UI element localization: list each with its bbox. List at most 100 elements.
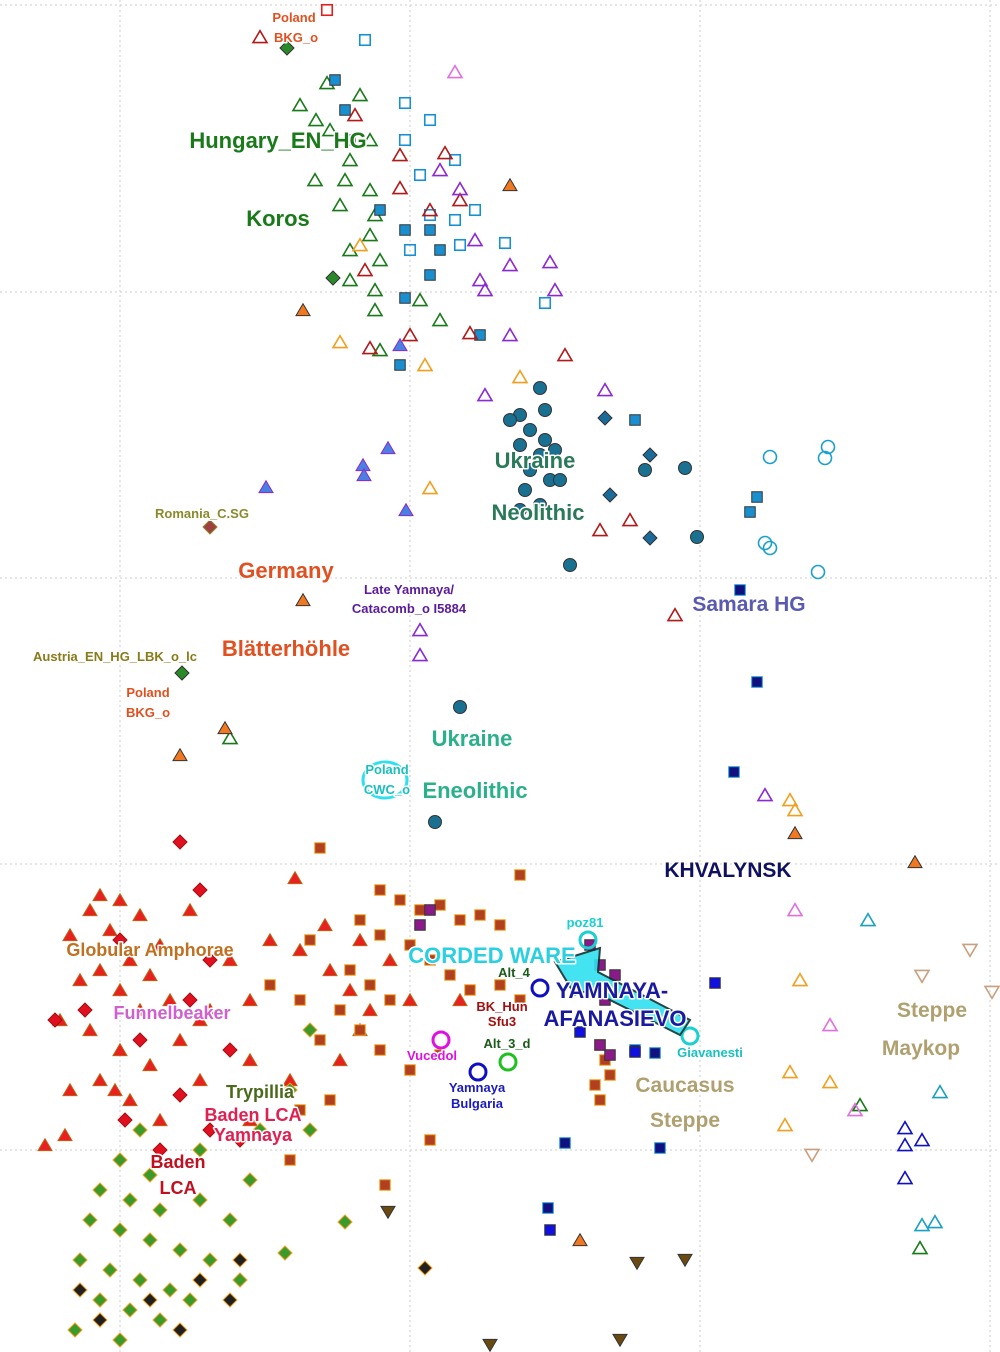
point [342, 982, 358, 997]
point [589, 1079, 601, 1091]
point [371, 252, 389, 267]
point [132, 1272, 148, 1288]
point [446, 64, 464, 79]
point [341, 152, 359, 167]
point [222, 1212, 238, 1228]
point [751, 676, 763, 688]
point [403, 243, 417, 257]
point [192, 1272, 208, 1288]
point [787, 825, 803, 840]
point [361, 227, 379, 242]
point [414, 919, 426, 931]
point [391, 180, 409, 195]
point [434, 1049, 446, 1061]
point [896, 1120, 914, 1135]
point [264, 979, 276, 991]
point [654, 1142, 666, 1154]
point [629, 1046, 641, 1058]
label: Maykop [882, 1037, 960, 1060]
point [374, 929, 386, 941]
point [931, 1084, 949, 1099]
point [379, 1179, 391, 1191]
point [324, 1094, 336, 1106]
point [548, 443, 562, 457]
point [421, 202, 439, 217]
point [629, 414, 641, 426]
point [523, 463, 537, 477]
point [538, 433, 552, 447]
point [382, 952, 398, 967]
point [482, 1338, 498, 1352]
point [380, 1205, 396, 1220]
label: Poland [365, 762, 408, 777]
point [638, 463, 652, 477]
label: Globular Amphorae [66, 940, 233, 960]
point [364, 979, 376, 991]
point [92, 1292, 108, 1308]
point [434, 899, 446, 911]
point [913, 1132, 931, 1147]
point [77, 1002, 93, 1018]
blob [361, 760, 409, 800]
point [82, 1022, 98, 1037]
point [553, 473, 567, 487]
point [374, 1044, 386, 1056]
point [217, 720, 233, 735]
point [851, 1097, 869, 1112]
point [416, 357, 434, 372]
labels: Poland BKG_o Hungary_EN_HG Koros Ukraine… [32, 9, 969, 1200]
point [112, 932, 128, 948]
point [232, 1132, 248, 1148]
point [757, 535, 773, 551]
point [112, 892, 128, 907]
point [222, 1042, 238, 1058]
point [57, 1127, 73, 1142]
point [642, 530, 658, 546]
point [182, 992, 198, 1008]
point [744, 506, 756, 518]
label: BK_Hun [476, 999, 527, 1014]
point [913, 969, 931, 984]
point [92, 1312, 108, 1328]
label: Steppe [650, 1109, 720, 1132]
label: Vucedol [407, 1048, 457, 1063]
point [67, 1322, 83, 1338]
point [391, 147, 409, 162]
point [821, 1017, 839, 1032]
point [221, 730, 239, 745]
label: Austria_EN_HG_LBK_o_lc [33, 649, 197, 664]
point [629, 1256, 645, 1271]
point [983, 985, 1000, 1000]
label: Koros [246, 206, 310, 231]
point [468, 1062, 488, 1082]
point [424, 224, 436, 236]
point [374, 884, 386, 896]
point [431, 162, 449, 177]
point [172, 1032, 188, 1047]
point [287, 870, 303, 885]
label: Poland [272, 10, 315, 25]
point [896, 1137, 914, 1152]
point [454, 914, 466, 926]
point [476, 387, 494, 402]
point [781, 792, 799, 807]
point [82, 902, 98, 917]
point [502, 177, 518, 192]
point [122, 1092, 138, 1107]
point [404, 939, 416, 951]
point [374, 204, 386, 216]
point [523, 423, 537, 437]
point [559, 1137, 571, 1149]
point [594, 1039, 606, 1051]
point [398, 96, 412, 110]
point [202, 519, 218, 535]
point [402, 992, 418, 1007]
point [294, 1104, 306, 1116]
point [817, 450, 833, 466]
point [202, 1252, 218, 1268]
point [810, 564, 826, 580]
label: CORDED WARE [408, 943, 575, 968]
point [112, 1042, 128, 1057]
point [242, 992, 258, 1007]
